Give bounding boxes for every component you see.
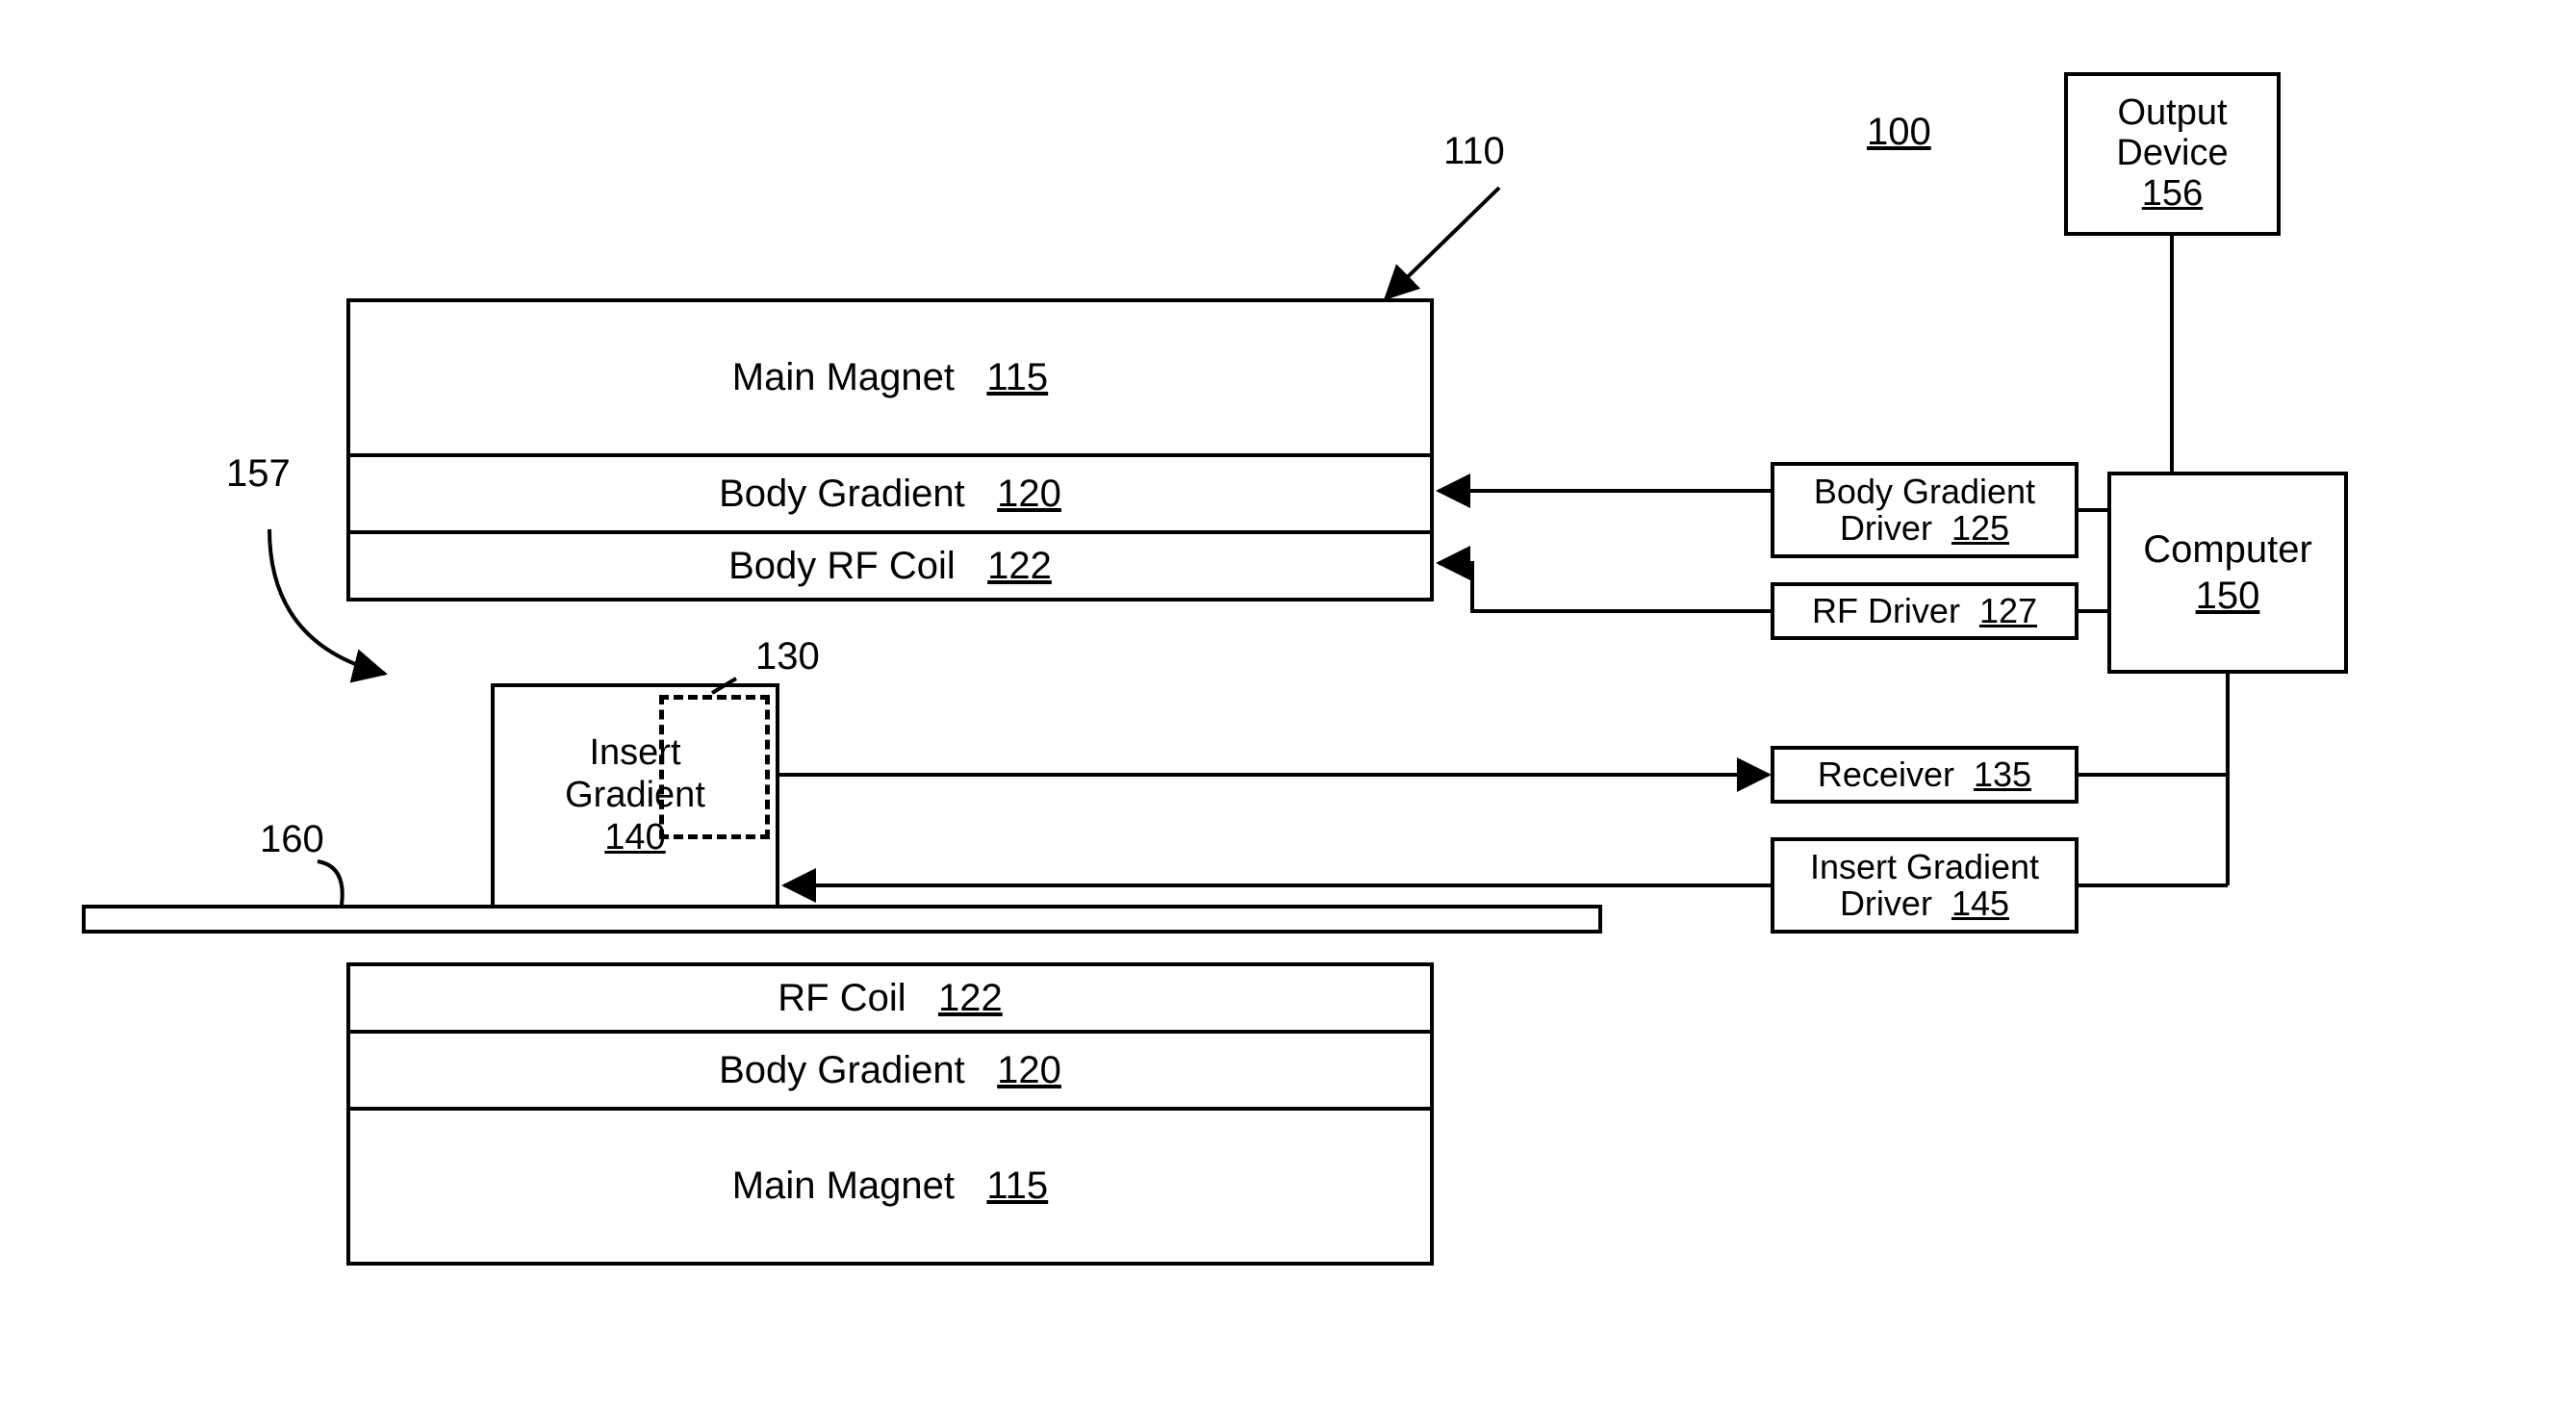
output-device-box: Output Device 156: [2064, 72, 2281, 236]
ref-110: 110: [1443, 130, 1505, 173]
output-device-label: Output Device: [2116, 92, 2228, 173]
body-grad-driver-box: Body Gradient Driver 125: [1771, 462, 2079, 558]
bot-body-gradient-ref: 120: [997, 1049, 1061, 1091]
top-body-gradient-label: Body Gradient: [719, 473, 965, 515]
conn-rfd-to-rf: [1439, 563, 1771, 611]
computer-ref: 150: [2196, 575, 2260, 617]
bot-body-gradient: Body Gradient 120: [346, 1030, 1434, 1111]
top-body-gradient: Body Gradient 120: [346, 453, 1434, 534]
ref-160: 160: [260, 818, 324, 861]
rf-receive-coil-dashed: [659, 695, 770, 839]
computer-box: Computer 150: [2107, 472, 2348, 674]
output-device-ref: 156: [2142, 173, 2203, 214]
lead-160: [318, 861, 343, 905]
ref-157: 157: [226, 452, 291, 496]
rf-driver-box: RF Driver 127: [1771, 582, 2079, 640]
top-main-magnet: Main Magnet 115: [346, 298, 1434, 457]
receiver-box: Receiver 135: [1771, 746, 2079, 804]
bot-rf-coil-label: RF Coil: [778, 977, 905, 1019]
receiver-ref: 135: [1974, 755, 2031, 794]
computer-label: Computer: [2143, 528, 2312, 571]
bot-main-magnet: Main Magnet 115: [346, 1107, 1434, 1266]
top-body-rf-coil-ref: 122: [987, 545, 1052, 587]
bot-rf-coil-ref: 122: [938, 977, 1003, 1019]
patient-table: [82, 905, 1602, 934]
bot-main-magnet-ref: 115: [986, 1165, 1048, 1207]
top-body-gradient-ref: 120: [997, 473, 1061, 515]
insert-grad-driver-ref: 145: [1951, 883, 2009, 923]
ref-130: 130: [755, 635, 820, 678]
insert-gradient-ref: 140: [604, 817, 665, 858]
arrow-110: [1386, 188, 1499, 298]
top-body-rf-coil: Body RF Coil 122: [346, 530, 1434, 602]
ref-100: 100: [1867, 111, 1931, 154]
rf-driver-label: RF Driver: [1812, 591, 1960, 630]
bot-rf-coil: RF Coil 122: [346, 962, 1434, 1034]
bot-main-magnet-label: Main Magnet: [732, 1165, 955, 1207]
top-body-rf-coil-label: Body RF Coil: [728, 545, 956, 587]
bot-body-gradient-label: Body Gradient: [719, 1049, 965, 1091]
rf-driver-ref: 127: [1979, 591, 2037, 630]
receiver-label: Receiver: [1818, 755, 1954, 794]
top-main-magnet-ref: 115: [986, 356, 1048, 398]
insert-grad-driver-box: Insert Gradient Driver 145: [1771, 837, 2079, 934]
body-grad-driver-ref: 125: [1951, 508, 2009, 548]
top-main-magnet-label: Main Magnet: [732, 356, 955, 398]
